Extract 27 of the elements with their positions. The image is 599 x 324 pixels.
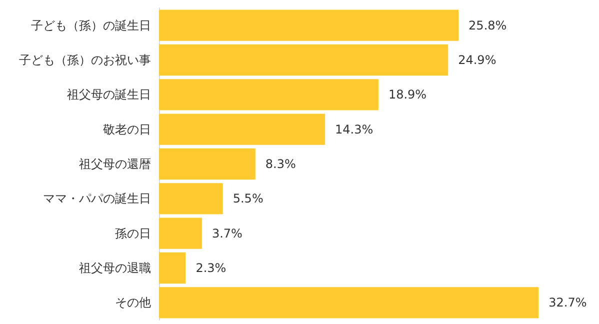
y-tick-label: その他 xyxy=(115,296,151,310)
data-label: 3.7% xyxy=(212,226,242,240)
y-tick-label: 祖父母の誕生日 xyxy=(67,88,151,102)
y-tick-label: 祖父母の還暦 xyxy=(79,157,151,171)
data-label: 32.7% xyxy=(548,296,587,310)
y-tick-label: 祖父母の退職 xyxy=(79,261,151,275)
bar xyxy=(159,287,539,318)
y-tick-label: ママ・パパの誕生日 xyxy=(43,192,151,206)
bar xyxy=(159,10,459,41)
bar xyxy=(159,44,448,76)
bar xyxy=(159,252,186,284)
data-label: 25.8% xyxy=(468,18,507,32)
bar xyxy=(159,79,378,110)
y-tick-label: 孫の日 xyxy=(115,226,151,240)
data-label: 18.9% xyxy=(388,88,427,102)
data-label: 14.3% xyxy=(335,122,374,136)
y-tick-label: 敬老の日 xyxy=(103,122,151,136)
bar xyxy=(159,183,223,214)
data-label: 8.3% xyxy=(265,157,296,171)
bar xyxy=(159,218,202,249)
bar xyxy=(159,148,256,180)
data-label: 24.9% xyxy=(458,53,496,67)
bar xyxy=(159,114,326,145)
y-tick-label: 子ども（孫）のお祝い事 xyxy=(19,53,151,67)
data-label: 5.5% xyxy=(232,192,264,206)
data-label: 2.3% xyxy=(196,261,226,275)
y-tick-label: 子ども（孫）の誕生日 xyxy=(31,18,151,32)
